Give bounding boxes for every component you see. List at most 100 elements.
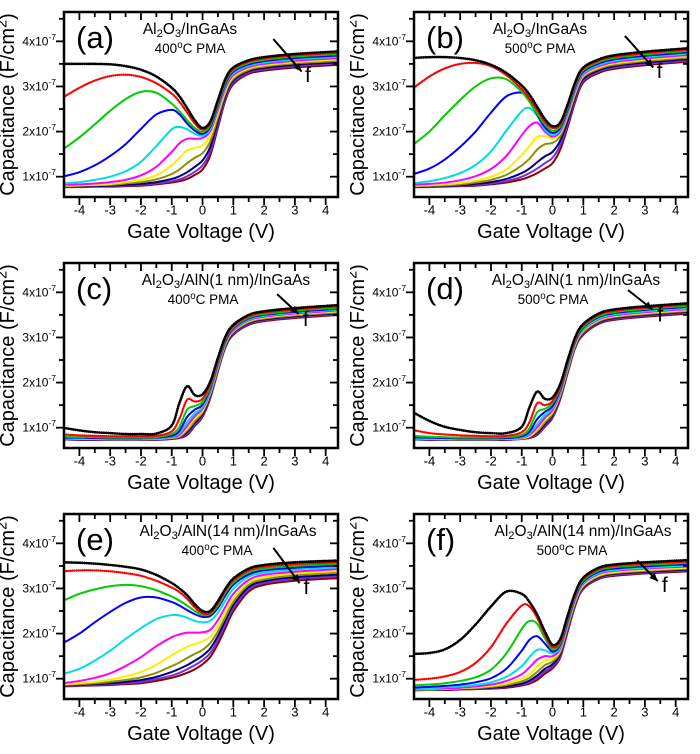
frequency-arrowhead — [643, 301, 653, 310]
curves — [414, 558, 688, 692]
panel-b-chart: -4 -3 -2 -1 0 1 2 3 4 1x10-7 2x10-7 3x10-7 4x10-7 Gat… — [350, 10, 690, 243]
curve-blue — [64, 54, 338, 178]
x-tick-label: -4 — [424, 705, 436, 720]
y-tick-label: 4x10-7 — [22, 534, 56, 551]
y-tick-label: 3x10-7 — [372, 77, 406, 94]
x-tick-label: 0 — [199, 705, 206, 720]
x-axis-label: Gate Voltage (V) — [127, 221, 275, 243]
curves — [64, 303, 338, 441]
frequency-label: f — [657, 60, 663, 83]
curve-dark-yellow — [414, 567, 688, 691]
x-tick-label: 2 — [610, 705, 617, 720]
x-tick-label: 0 — [549, 203, 556, 218]
panel-letter: (b) — [426, 20, 464, 55]
panel-subtitle: 400oC PMA — [168, 291, 239, 307]
panel-letter: (d) — [426, 271, 464, 306]
curve-wine — [414, 570, 688, 692]
panel-e-chart: -4 -3 -2 -1 0 1 2 3 4 1x10-7 2x10-7 3x10-7 4x10-7 Gat… — [0, 512, 340, 745]
x-tick-label: 1 — [580, 454, 587, 469]
curve-blue — [414, 563, 688, 689]
curve-green — [64, 562, 338, 617]
panel-subtitle: 500oC PMA — [537, 542, 608, 558]
x-tick-label: 3 — [291, 203, 298, 218]
panel-subtitle: 500oC PMA — [518, 291, 589, 307]
y-tick-label: 1x10-7 — [372, 167, 406, 184]
x-tick-label: 0 — [199, 454, 206, 469]
curve-black — [414, 558, 688, 656]
y-tick-label: 2x10-7 — [22, 373, 56, 390]
x-tick-label: -2 — [485, 203, 497, 218]
curve-yellow — [414, 566, 688, 691]
ticks — [56, 264, 337, 456]
y-axis-label: Capacitance (F/cm2) — [350, 13, 369, 196]
plot-frame — [412, 10, 690, 199]
curve-purple — [64, 313, 338, 441]
x-tick-label: 0 — [549, 454, 556, 469]
y-tick-label: 2x10-7 — [22, 122, 56, 139]
x-tick-label: 1 — [230, 705, 237, 720]
x-tick-label: 0 — [199, 203, 206, 218]
x-tick-label: 1 — [230, 454, 237, 469]
frequency-label: f — [657, 303, 663, 326]
curve-black — [64, 50, 338, 130]
y-tick-label: 1x10-7 — [22, 167, 56, 184]
x-tick-label: 2 — [260, 454, 267, 469]
ticks — [406, 264, 687, 456]
frequency-arrowhead — [291, 574, 300, 583]
x-tick-label: 4 — [322, 705, 329, 720]
x-tick-label: -2 — [485, 454, 497, 469]
panel-f-chart: -4 -3 -2 -1 0 1 2 3 4 1x10-7 2x10-7 3x10-7 4x10-7 Gat… — [350, 512, 690, 745]
curves — [64, 559, 338, 688]
panel-title: Al2O3/InGaAs — [143, 21, 238, 40]
curve-cyan — [64, 55, 338, 185]
x-axis-label: Gate Voltage (V) — [477, 472, 625, 494]
x-tick-label: 3 — [291, 705, 298, 720]
x-tick-label: 3 — [291, 454, 298, 469]
y-tick-label: 4x10-7 — [22, 32, 56, 49]
y-tick-label: 2x10-7 — [22, 624, 56, 641]
plot-frame — [412, 512, 690, 701]
curve-green — [414, 305, 688, 439]
x-tick-label: 3 — [641, 705, 648, 720]
x-tick-label: 2 — [610, 203, 617, 218]
curve-green — [64, 53, 338, 150]
curve-wine — [64, 314, 338, 441]
x-tick-label: 1 — [580, 705, 587, 720]
ticks — [406, 515, 687, 707]
panel-title: Al2O3/AlN(14 nm)/InGaAs — [494, 523, 671, 542]
frequency-arrowhead — [293, 63, 302, 72]
x-tick-label: -1 — [516, 203, 528, 218]
x-tick-label: -4 — [74, 454, 86, 469]
curve-magenta — [414, 54, 688, 186]
curve-green — [414, 49, 688, 145]
y-tick-label: 3x10-7 — [22, 328, 56, 345]
x-tick-label: -3 — [104, 203, 116, 218]
ticks — [406, 13, 687, 205]
curve-black — [414, 46, 688, 128]
curve-green — [414, 561, 688, 687]
curve-magenta — [64, 57, 338, 186]
y-axis-label: Capacitance (F/cm2) — [0, 264, 19, 447]
x-tick-label: -4 — [424, 203, 436, 218]
curve-black — [64, 303, 338, 436]
curve-yellow — [64, 58, 338, 187]
x-tick-label: -3 — [104, 454, 116, 469]
y-tick-label: 3x10-7 — [372, 579, 406, 596]
x-tick-label: -1 — [166, 705, 178, 720]
panel-letter: (f) — [426, 522, 455, 557]
curve-dark-yellow — [414, 56, 688, 188]
curve-blue — [414, 51, 688, 175]
y-tick-label: 2x10-7 — [372, 624, 406, 641]
x-tick-label: -1 — [166, 203, 178, 218]
ticks — [56, 13, 337, 205]
x-tick-label: -2 — [485, 705, 497, 720]
x-tick-label: -4 — [74, 705, 86, 720]
x-tick-label: 2 — [260, 203, 267, 218]
y-tick-label: 2x10-7 — [372, 373, 406, 390]
y-tick-label: 3x10-7 — [372, 328, 406, 345]
x-tick-label: -3 — [454, 203, 466, 218]
frequency-arrowhead — [645, 58, 654, 68]
x-tick-label: 3 — [641, 203, 648, 218]
x-tick-label: -1 — [516, 705, 528, 720]
